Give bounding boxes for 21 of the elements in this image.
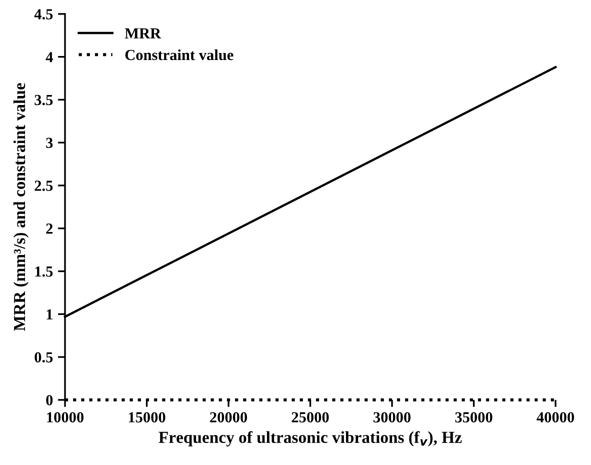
y-tick-label: 4 xyxy=(46,52,53,62)
x-axis-title: Frequency of ultrasonic vibrations (f$_{v}$), Hz xyxy=(158,431,462,446)
x-tick-label: 40000 xyxy=(536,412,574,422)
y-tick-label: 0.5 xyxy=(34,352,53,363)
y-axis-title: MRR (mm³/s) and constraint value xyxy=(13,83,29,331)
x-tick-label: 30000 xyxy=(374,412,411,422)
y-tick-label: 2 xyxy=(46,224,53,234)
y-tick-label: 0 xyxy=(46,395,53,406)
y-tick-label: 3 xyxy=(46,138,53,148)
y-tick-label: 2.5 xyxy=(34,180,53,191)
x-tick-label: 25000 xyxy=(292,412,329,422)
legend-label: MRR xyxy=(124,28,162,38)
y-tick-label: 4.5 xyxy=(34,9,53,20)
legend-label: Constraint value xyxy=(125,49,234,60)
y-tick-label: 1 xyxy=(46,309,52,320)
x-tick-label: 15000 xyxy=(128,412,166,422)
x-tick-label: 20000 xyxy=(210,412,248,422)
x-tick-label: 10000 xyxy=(47,412,84,422)
x-tick-label: 35000 xyxy=(455,412,492,422)
y-tick-label: 1.5 xyxy=(35,266,53,277)
y-tick-label: 3.5 xyxy=(34,94,53,106)
